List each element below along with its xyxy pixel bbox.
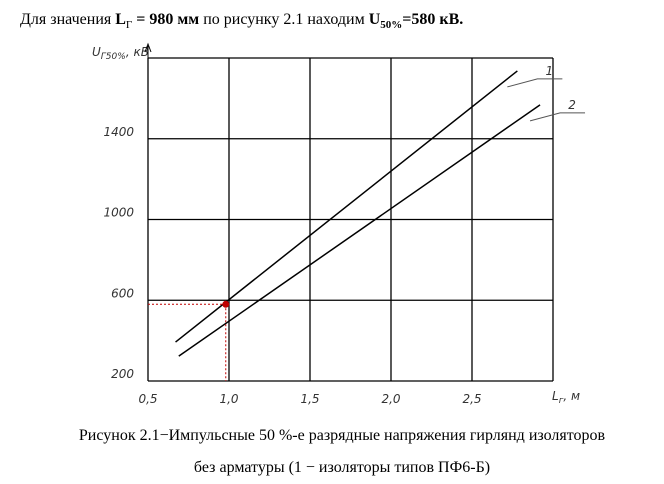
header-text: Г [126,19,132,31]
x-label-part: L [552,389,559,403]
series-line [175,70,518,343]
leader-line [507,78,563,88]
caption: Рисунок 2.1−Импульсные 50 %-е разрядные … [79,427,606,444]
point [222,300,230,308]
caption: без арматуры (1 − изоляторы типов ПФ6-Б) [194,459,490,476]
y-tick-label: 200 [111,367,134,381]
y-label-part: Г50% [101,52,126,62]
series-label: 1 [546,64,554,78]
axis-arrow [144,42,152,58]
header-text: = 980 мм [132,11,199,28]
header-text: 50% [380,19,402,31]
y-label-part: , кВ [126,45,149,59]
y-tick-label: 1400 [103,125,134,139]
header-text: L [115,11,126,28]
header-text: Для значения [20,11,115,28]
series-line [178,104,541,357]
header-text: =580 кВ. [402,11,463,28]
x-label-part: г [559,396,564,406]
y-tick-label: 1000 [103,206,134,220]
x-tick-label: 2,5 [462,392,481,406]
series-label: 2 [568,98,576,112]
header-text: U [369,11,381,28]
y-label-part: U [92,45,101,59]
y-axis-label: UГ50%, кВ [92,45,149,62]
y-tick-label: 600 [111,286,134,300]
header-text: по рисунку 2.1 находим [199,11,369,28]
leader-line [529,112,586,122]
x-tick-label: 2,0 [381,392,400,406]
x-label-part: , м [563,389,580,403]
x-axis-label: Lг, м [552,389,580,406]
x-tick-label: 1,0 [219,392,238,406]
header: Для значения LГ = 980 мм по рисунку 2.1 … [20,11,463,31]
x-tick-label: 0,5 [138,392,157,406]
x-tick-label: 1,5 [300,392,319,406]
